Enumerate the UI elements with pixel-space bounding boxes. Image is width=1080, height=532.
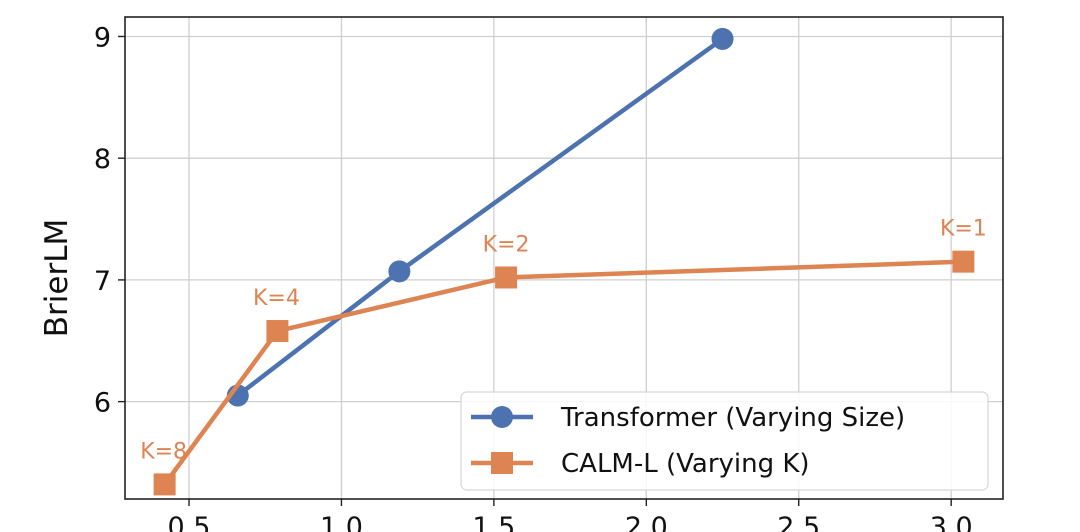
legend-item-calm-l: CALM-L (Varying K) xyxy=(471,449,810,479)
legend: Transformer (Varying Size) CALM-L (Varyin… xyxy=(460,391,989,491)
series-layer xyxy=(153,27,975,496)
k-annotation: K=4 xyxy=(253,286,300,311)
series-line xyxy=(162,259,964,486)
data-point-circle xyxy=(711,27,734,50)
legend-box xyxy=(460,391,989,491)
x-tick-label: 2.0 xyxy=(625,512,668,532)
legend-label: Transformer (Varying Size) xyxy=(560,403,905,433)
y-tick-label: 7 xyxy=(94,266,111,297)
x-tick-label: 1.5 xyxy=(472,512,515,532)
k-annotation: K=1 xyxy=(940,217,987,242)
k-annotation: K=8 xyxy=(140,439,187,464)
legend-square-icon xyxy=(491,452,513,474)
data-point-square xyxy=(153,473,176,496)
annotations: K=8 K=4 K=2 K=1 xyxy=(140,217,987,465)
data-point-square xyxy=(952,250,975,273)
y-tick-label: 8 xyxy=(94,144,111,175)
x-tick-label: 3.0 xyxy=(930,512,973,532)
y-tick-label: 9 xyxy=(94,22,111,53)
x-tick-label: 2.5 xyxy=(777,512,820,532)
legend-circle-icon xyxy=(491,406,513,428)
legend-label: CALM-L (Varying K) xyxy=(561,449,810,479)
k-annotation: K=2 xyxy=(483,232,530,257)
data-point-square xyxy=(266,320,289,343)
x-tick-label: 1.0 xyxy=(320,512,363,532)
axes-frame xyxy=(124,16,1004,500)
series-line xyxy=(236,37,724,398)
series-transformer xyxy=(226,27,734,407)
legend-item-transformer: Transformer (Varying Size) xyxy=(471,403,905,433)
x-tick-label: 0.5 xyxy=(168,512,211,532)
data-point-circle xyxy=(388,260,411,283)
y-axis-label: BrierLM xyxy=(39,219,75,337)
series-calm-l xyxy=(153,250,975,496)
axis-ticks: 0.5 1.0 1.5 2.0 2.5 3.0 6 7 8 9 xyxy=(94,22,973,532)
y-tick-label: 6 xyxy=(94,388,111,419)
data-point-square xyxy=(495,266,518,289)
